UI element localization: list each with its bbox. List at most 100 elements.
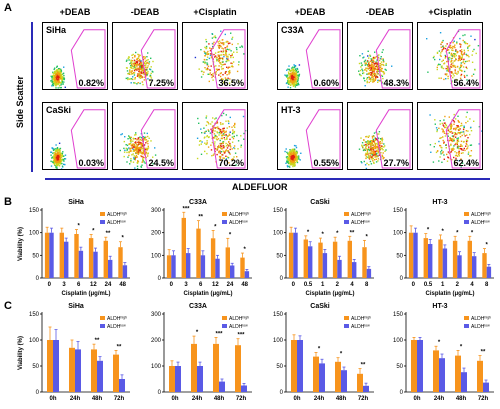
dot-plot-svg — [194, 29, 246, 89]
x-tick-label: 0h — [413, 396, 420, 402]
y-tick-label: 100 — [151, 253, 162, 259]
gate-percentage: 48.3% — [383, 78, 409, 88]
y-tick-label: 0 — [280, 276, 284, 282]
bar-aldh-low — [322, 253, 328, 278]
bar-aldh-high — [467, 240, 472, 278]
gate-percentage: 0.60% — [313, 78, 339, 88]
bar-aldh-high — [235, 345, 241, 392]
flow-header: +DEAB — [294, 7, 326, 17]
gate-percentage: 0.03% — [78, 158, 104, 168]
bar-chart: C33A 0 100 200 300 0h * 24h *** 48h *** 72h ALDHhigh… — [151, 303, 252, 402]
x-tick-label: 6 — [199, 282, 203, 288]
bar-aldh-high — [240, 257, 245, 278]
y-tick-label: 150 — [273, 312, 284, 318]
bar-aldh-high — [347, 240, 352, 278]
bar-aldh-low — [442, 248, 448, 278]
x-tick-label: 48h — [336, 396, 347, 402]
x-tick-label: 2 — [456, 282, 460, 288]
dot-plot: SiHa 0.82% — [42, 22, 108, 90]
dot-plot-svg — [284, 109, 341, 169]
bar-aldh-high — [169, 366, 175, 392]
x-tick-label: 72h — [358, 396, 369, 402]
x-tick-label: 12 — [90, 282, 97, 288]
bar-aldh-high — [103, 240, 108, 278]
bar-aldh-high — [196, 228, 201, 278]
legend-label-high: ALDHhigh — [351, 316, 371, 323]
panel-letter-c: C — [4, 300, 12, 312]
x-axis-label: Cisplatin (μg/mL) — [61, 291, 110, 297]
bar-aldh-high — [452, 240, 458, 278]
y-tick-label: 150 — [393, 208, 404, 214]
bar-aldh-low — [197, 366, 203, 392]
y-tick-label: 50 — [396, 253, 403, 259]
legend-swatch-high — [222, 212, 227, 216]
x-tick-label: 24h — [192, 396, 203, 402]
y-tick-label: 150 — [273, 208, 284, 214]
bar-aldh-high — [455, 355, 461, 392]
bar-chart: HT-3 0 50 100 150 0 * 0.5 * 1 * 2 * 4 * 8 Cisplatin (μg/… — [393, 199, 494, 297]
gate-outline — [210, 109, 246, 169]
y-tick-label: 0 — [158, 276, 162, 282]
bar-chart: SiHa 0 50 100 150 Viability (%) 0 3 * 6 * 12 ** 24 * 48… — [18, 199, 130, 297]
significance-star: * — [243, 247, 246, 253]
side-scatter-title: Side Scatter — [15, 75, 25, 128]
dot-plot: CaSki 0.03% — [42, 102, 108, 170]
dot-plot-svg — [50, 109, 106, 169]
x-tick-label: 0h — [171, 396, 178, 402]
bar-chart: CaSki 0 50 100 150 0h * 24h * 48h ** 72h ALDHhighALD… — [273, 303, 374, 402]
x-tick-label: 1 — [441, 282, 445, 288]
significance-star: ** — [481, 350, 486, 356]
bar-aldh-low — [241, 385, 247, 392]
y-axis-label: Viability (%) — [18, 227, 24, 261]
cell-line-label: C33A — [281, 25, 305, 35]
chart-title: CaSki — [310, 303, 330, 310]
legend-label-low: ALDHlow — [351, 324, 370, 331]
bar-aldh-high — [74, 234, 79, 278]
bar-aldh-low — [486, 266, 492, 278]
legend-label-high: ALDHhigh — [471, 316, 491, 323]
bar-aldh-high — [438, 239, 443, 278]
legend-swatch-low — [222, 220, 227, 224]
y-tick-label: 100 — [29, 231, 40, 237]
cell-line-label: HT-3 — [281, 105, 301, 115]
significance-star: ** — [361, 363, 366, 369]
bar-aldh-low — [171, 255, 176, 278]
bar-aldh-low — [417, 340, 423, 392]
y-tick-label: 150 — [393, 312, 404, 318]
dot-plot-svg — [50, 29, 106, 89]
x-tick-label: 0.5 — [424, 282, 433, 288]
legend-label-low: ALDHlow — [107, 220, 126, 227]
dot-plot: 36.5% — [182, 22, 248, 90]
y-tick-label: 100 — [151, 364, 162, 370]
cell-line-label: CaSki — [46, 105, 72, 115]
x-tick-label: 1 — [321, 282, 325, 288]
legend-swatch-low — [344, 220, 349, 224]
legend-swatch-high — [464, 316, 469, 320]
x-axis-line — [45, 178, 490, 180]
x-axis-label: Cisplatin (μg/mL) — [305, 291, 354, 297]
legend-label-low: ALDHlow — [229, 220, 248, 227]
y-tick-label: 100 — [273, 338, 284, 344]
y-tick-label: 150 — [29, 208, 40, 214]
chart-title: CaSki — [310, 199, 330, 206]
x-tick-label: 48 — [119, 282, 126, 288]
y-tick-label: 50 — [396, 364, 403, 370]
significance-star: * — [92, 228, 95, 234]
chart-title: HT-3 — [432, 303, 447, 310]
bar-chart: SiHa 0 50 100 150 Viability (%) 0h 24h ** 48h ** 72… — [18, 303, 130, 402]
bar-aldh-high — [166, 255, 172, 278]
chart-title: HT-3 — [432, 199, 447, 206]
x-tick-label: 6 — [77, 282, 81, 288]
gate-percentage: 56.4% — [453, 78, 479, 88]
x-tick-label: 24 — [105, 282, 112, 288]
significance-star: * — [336, 231, 339, 237]
bar-aldh-low — [215, 258, 220, 278]
x-tick-label: 12 — [212, 282, 219, 288]
y-axis-label: Viability (%) — [18, 336, 24, 370]
significance-star: * — [456, 230, 459, 236]
chart-title: SiHa — [68, 199, 84, 206]
significance-star: ** — [95, 338, 100, 344]
y-tick-label: 100 — [29, 338, 40, 344]
y-tick-label: 0 — [158, 390, 162, 396]
